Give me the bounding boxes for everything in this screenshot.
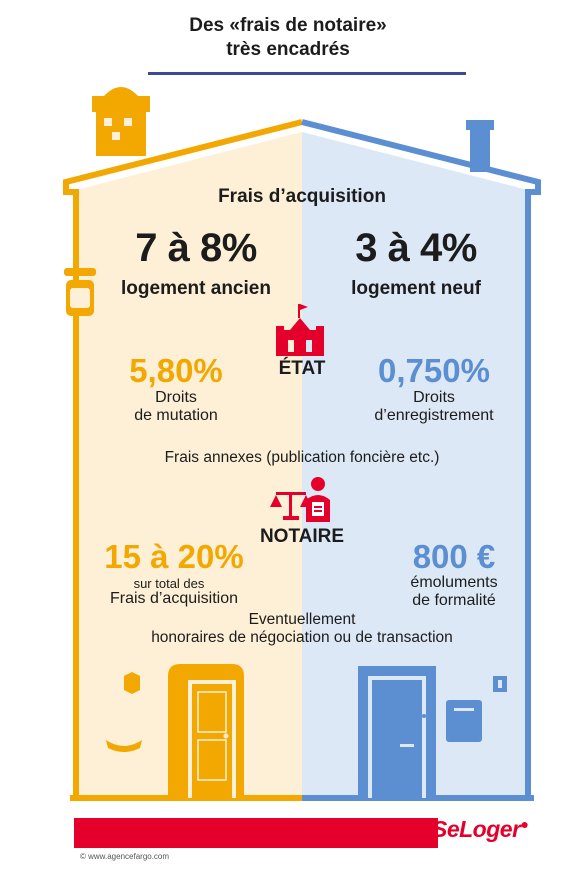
left-etat-label-2: de mutation <box>134 407 218 424</box>
left-house-outline <box>63 119 303 798</box>
chimney-icon <box>92 87 150 156</box>
title-underline <box>148 72 466 75</box>
house-number-icon <box>493 676 507 692</box>
left-notaire-label-2: Frais d’acquisition <box>109 590 239 607</box>
right-etat-pct: 0,750% <box>378 352 490 389</box>
left-notaire-label-1: sur total des <box>133 576 205 591</box>
footer-bar <box>74 818 438 848</box>
left-etat-label-1: Droits <box>155 389 197 406</box>
optional-line-1: Eventuellement <box>248 611 356 628</box>
lantern-icon <box>64 268 96 316</box>
right-notaire-pct: 800 € <box>412 538 496 575</box>
title-line-2: très encadrés <box>226 39 350 60</box>
right-house-outline <box>301 119 541 798</box>
right-rate: 3 à 4% <box>355 226 477 270</box>
right-type: logement neuf <box>351 278 481 299</box>
left-rate: 7 à 8% <box>135 226 257 270</box>
notary-icon <box>270 477 330 522</box>
left-notaire-pct: 15 à 20% <box>104 538 244 575</box>
annex-text: Frais annexes (publication foncière etc.… <box>164 449 440 466</box>
left-type: logement ancien <box>121 278 271 299</box>
right-house-fill <box>302 132 528 798</box>
state-building-icon <box>276 304 324 356</box>
logo-dot-icon: ● <box>520 816 529 832</box>
right-etat-label-2: d’enregistrement <box>374 407 494 424</box>
mailbox-icon <box>446 700 482 742</box>
section-label: Frais d’acquisition <box>218 186 386 207</box>
brand-logo-text: SeLoger <box>432 816 521 842</box>
right-etat-label-1: Droits <box>413 389 455 406</box>
planter-icon <box>106 740 142 752</box>
title-line-1: Des «frais de notaire» <box>189 15 387 36</box>
etat-label: ÉTAT <box>278 358 326 379</box>
right-notaire-label-1: émoluments <box>410 574 498 591</box>
chimney-icon <box>466 120 494 172</box>
house-number-icon <box>124 672 140 694</box>
left-house-fill <box>76 132 302 798</box>
right-notaire-label-2: de formalité <box>412 592 496 609</box>
left-etat-pct: 5,80% <box>129 352 223 389</box>
optional-line-2: honoraires de négociation ou de transact… <box>151 629 453 646</box>
page-title: Des «frais de notaire» très encadrés <box>0 14 576 62</box>
door-icon <box>168 664 244 798</box>
credit-text: © www.agencefargo.com <box>80 852 170 861</box>
door-icon <box>358 666 436 798</box>
notaire-label: NOTAIRE <box>259 526 345 547</box>
brand-logo[interactable]: SeLoger● <box>432 816 529 843</box>
